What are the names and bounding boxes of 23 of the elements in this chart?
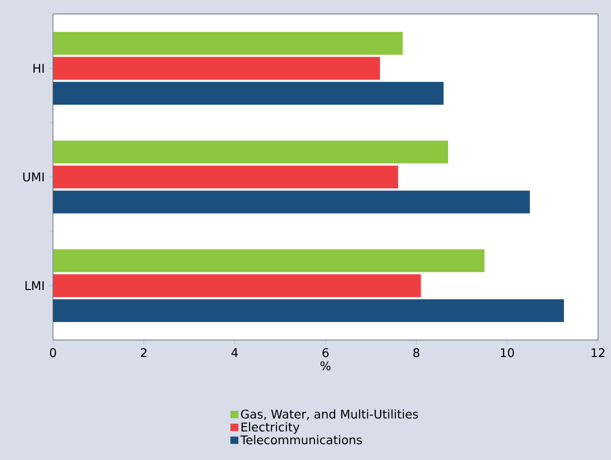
x-tick-label: 0 <box>50 348 56 358</box>
legend-label: Electricity <box>242 422 300 434</box>
x-tick-label: 8 <box>413 348 420 358</box>
legend-label: Gas, Water, and Multi-Utilities <box>241 409 418 420</box>
y-tick-label: HI <box>33 64 44 73</box>
bar <box>53 299 564 322</box>
bar <box>53 140 448 164</box>
bar <box>53 82 444 105</box>
y-tick-label: UMI <box>23 172 44 182</box>
bar <box>53 190 530 214</box>
x-tick-label: 2 <box>140 348 146 358</box>
x-tick-label: 12 <box>592 348 604 358</box>
legend-label: Telecommunications <box>240 435 362 444</box>
bar <box>53 56 380 80</box>
bar <box>53 32 403 55</box>
bar <box>53 166 398 188</box>
bar <box>53 274 421 298</box>
x-axis-title: % <box>320 361 331 370</box>
bar <box>53 249 484 272</box>
y-tick-label: LMI <box>25 281 44 290</box>
x-tick-label: 10 <box>500 348 514 358</box>
x-tick-label: 4 <box>231 348 238 357</box>
x-tick-label: 6 <box>322 348 329 358</box>
